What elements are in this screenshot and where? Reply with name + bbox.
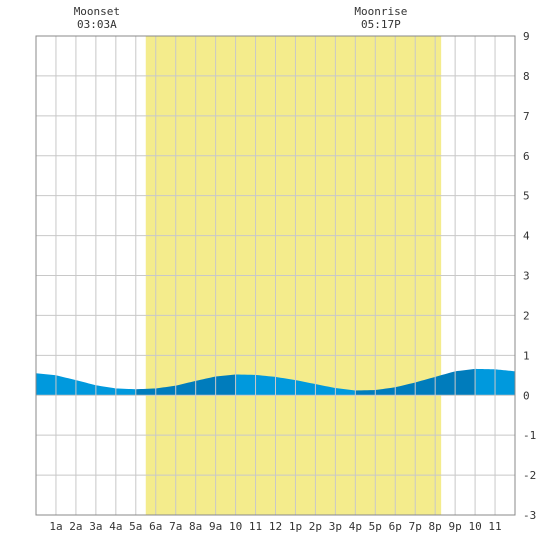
x-tick-label: 1p (289, 520, 302, 533)
event-title: Moonset (74, 5, 120, 18)
grid-lines (36, 36, 515, 515)
y-tick-label: -3 (523, 509, 536, 522)
y-tick-label: 5 (523, 190, 530, 203)
y-tick-label: 6 (523, 150, 530, 163)
event-time: 03:03A (77, 18, 117, 31)
x-tick-label: 9a (209, 520, 222, 533)
x-tick-label: 11 (249, 520, 262, 533)
event-title: Moonrise (354, 5, 407, 18)
y-axis-labels: 9 8 7 6 5 4 3 2 1 0 -1 -2 -3 (523, 30, 536, 522)
tide-area-segment (36, 373, 136, 396)
y-tick-label: 9 (523, 30, 530, 43)
x-tick-label: 8a (189, 520, 202, 533)
y-tick-label: 4 (523, 230, 530, 243)
x-tick-label: 3a (89, 520, 102, 533)
y-tick-label: -1 (523, 429, 536, 442)
x-tick-label: 12 (269, 520, 282, 533)
x-tick-label: 10 (468, 520, 481, 533)
x-tick-label: 1a (49, 520, 62, 533)
plot-frame (35, 35, 516, 516)
x-tick-label: 10 (229, 520, 242, 533)
tide-area-segment (135, 374, 236, 396)
y-tick-label: 1 (523, 349, 530, 362)
tide-area-segment (355, 368, 476, 396)
x-tick-label: 3p (329, 520, 342, 533)
x-tick-label: 4p (349, 520, 362, 533)
x-tick-label: 2p (309, 520, 322, 533)
x-tick-label: 4a (109, 520, 122, 533)
x-tick-label: 6a (149, 520, 162, 533)
x-tick-label: 7a (169, 520, 182, 533)
x-tick-label: 9p (449, 520, 462, 533)
event-time: 05:17P (361, 18, 401, 31)
x-tick-label: 8p (429, 520, 442, 533)
y-tick-label: 8 (523, 70, 530, 83)
x-axis-labels: 1a 2a 3a 4a 5a 6a 7a 8a 9a 10 11 12 1p 2p 3p 4p 5p 6p 7p 8p… (49, 520, 501, 533)
x-tick-label: 7p (409, 520, 422, 533)
y-tick-label: 2 (523, 309, 530, 322)
y-tick-label: 3 (523, 270, 530, 283)
x-tick-label: 11 (488, 520, 501, 533)
x-tick-label: 2a (69, 520, 82, 533)
x-tick-label: 6p (389, 520, 402, 533)
x-tick-label: 5a (129, 520, 142, 533)
y-tick-label: 0 (523, 389, 530, 402)
y-tick-label: -2 (523, 469, 536, 482)
y-tick-label: 7 (523, 110, 530, 123)
x-tick-label: 5p (369, 520, 382, 533)
